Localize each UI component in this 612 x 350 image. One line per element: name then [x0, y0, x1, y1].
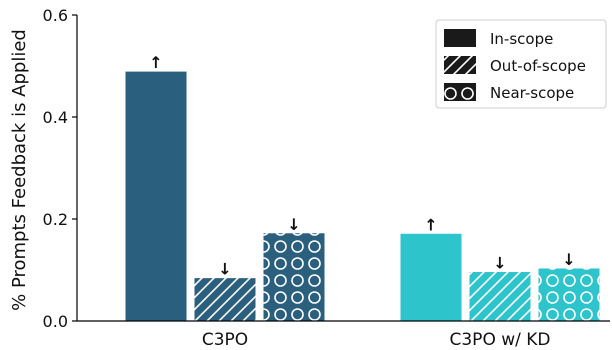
direction-marker: ↓	[562, 250, 575, 269]
bar-in-scope-1	[124, 70, 188, 322]
bars-layer: ↑ ↓ ↓ ↑ ↓ ↓	[124, 53, 601, 322]
direction-marker: ↑	[149, 53, 162, 72]
y-axis-label: % Prompts Feedback is Applied	[9, 29, 30, 311]
direction-marker: ↓	[493, 254, 506, 273]
direction-marker: ↓	[287, 215, 300, 234]
axes: C3PO C3PO w/ KD 0.0 0.2 0.4 0.6	[43, 6, 610, 350]
direction-marker: ↑	[424, 215, 437, 234]
x-tick-label: C3PO	[202, 330, 248, 350]
legend: In-scope Out-of-scope Near-scope	[435, 19, 607, 109]
bar-near-scope-1	[262, 232, 326, 322]
direction-marker: ↓	[218, 260, 231, 279]
legend-swatch-near-scope	[444, 83, 476, 101]
legend-entry: In-scope	[490, 30, 553, 48]
bar-in-scope-2	[399, 232, 463, 322]
bar-out-of-scope-2	[468, 271, 532, 322]
y-tick-label: 0.0	[43, 312, 68, 331]
bar-near-scope-2	[537, 267, 601, 322]
y-tick-label: 0.4	[43, 108, 68, 127]
legend-swatch-in-scope	[444, 29, 476, 47]
x-tick-label: C3PO w/ KD	[450, 330, 551, 350]
y-tick-label: 0.6	[43, 6, 68, 25]
legend-swatch-out-of-scope	[444, 56, 476, 74]
legend-entry: Near-scope	[490, 84, 574, 102]
bar-out-of-scope-1	[193, 277, 257, 322]
legend-box	[435, 19, 607, 109]
y-tick-label: 0.2	[43, 210, 68, 229]
legend-entry: Out-of-scope	[490, 57, 586, 75]
